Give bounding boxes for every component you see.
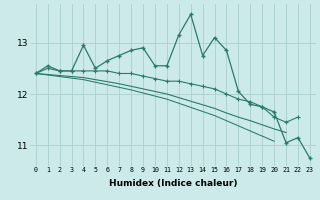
X-axis label: Humidex (Indice chaleur): Humidex (Indice chaleur) [108, 179, 237, 188]
